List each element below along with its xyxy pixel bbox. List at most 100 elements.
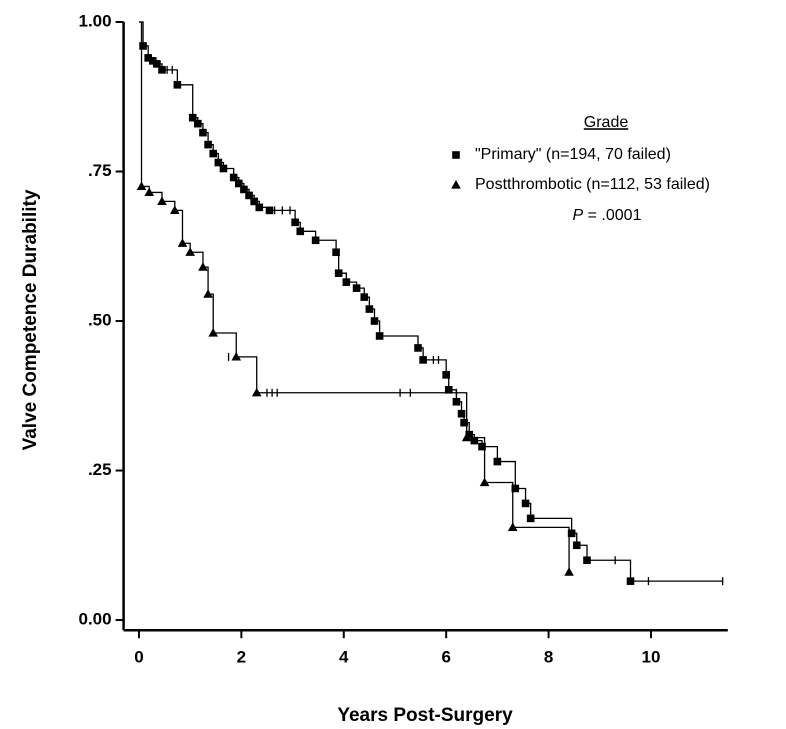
data-point: [177, 238, 188, 247]
data-point: [493, 457, 502, 466]
legend-label: "Primary" (n=194, 70 failed): [475, 146, 671, 163]
y-tick-label: .25: [88, 460, 112, 479]
data-point: [157, 196, 167, 206]
step-segment: [379, 335, 419, 348]
data-point: [185, 247, 195, 256]
data-point: [567, 529, 576, 538]
y-axis-title: Valve Competence Durability: [20, 189, 41, 450]
data-point: [198, 262, 208, 271]
x-tick-label: 2: [237, 648, 246, 667]
y-tick-label: .50: [88, 311, 112, 330]
data-point: [626, 577, 635, 585]
data-point: [452, 397, 461, 406]
data-point: [204, 140, 212, 149]
data-point: [194, 119, 202, 128]
data-point: [153, 60, 161, 68]
data-point: [251, 387, 262, 397]
data-point: [170, 205, 180, 214]
data-point: [255, 203, 264, 212]
step-segment: [315, 239, 337, 253]
step-segment: [512, 526, 570, 573]
data-point: [478, 442, 486, 451]
data-point: [240, 185, 248, 194]
step-segment: [484, 481, 514, 528]
data-point: [311, 236, 320, 245]
step-segment: [202, 266, 209, 295]
step-segment: [497, 460, 516, 489]
data-point: [521, 499, 530, 508]
data-point: [208, 327, 219, 337]
data-point: [334, 269, 343, 277]
data-point: [214, 158, 223, 167]
annotation: P = .0001: [573, 207, 642, 224]
data-point: [511, 484, 520, 493]
data-point: [296, 227, 305, 236]
data-point: [245, 191, 253, 200]
data-point: [460, 418, 468, 427]
data-point: [461, 432, 472, 442]
data-point: [526, 514, 535, 523]
y-tick-label: 0.00: [79, 610, 112, 629]
step-segment: [256, 392, 468, 438]
data-point: [370, 317, 379, 325]
data-point: [235, 179, 243, 188]
x-tick-label: 8: [544, 648, 553, 667]
data-point: [158, 66, 166, 74]
data-point: [442, 371, 450, 379]
x-axis-title: Years Post-Surgery: [337, 705, 513, 726]
annotation-value: = .0001: [583, 207, 641, 224]
data-point: [291, 218, 299, 227]
data-point: [564, 567, 574, 576]
annotation-symbol: P: [573, 207, 584, 224]
x-tick-label: 0: [134, 648, 143, 667]
x-tick-label: 4: [339, 648, 349, 667]
step-segment: [482, 445, 499, 462]
step-segment: [269, 209, 296, 223]
legend-marker: [452, 151, 460, 159]
data-point: [229, 173, 238, 182]
data-point: [265, 206, 274, 215]
data-point: [219, 164, 228, 173]
step-segment: [174, 209, 184, 244]
step-segment: [423, 359, 447, 375]
data-point: [203, 289, 213, 298]
step-segment: [138, 21, 143, 187]
data-point: [148, 57, 157, 65]
legend-label: Postthrombotic (n=112, 53 failed): [475, 176, 710, 193]
data-point: [470, 436, 479, 445]
legend-title: Grade: [584, 114, 629, 131]
data-point: [507, 522, 518, 531]
data-point: [199, 128, 207, 137]
data-point: [231, 351, 242, 361]
data-point: [375, 332, 384, 340]
step-segment: [177, 84, 194, 118]
data-point: [360, 293, 369, 301]
step-segment: [236, 356, 258, 393]
data-point: [144, 54, 152, 62]
data-point: [250, 197, 258, 206]
step-segment: [466, 436, 486, 483]
data-point: [352, 284, 361, 292]
data-point: [572, 541, 581, 550]
data-point: [457, 409, 466, 418]
data-point: [365, 305, 374, 313]
data-point: [209, 149, 218, 158]
y-tick-label: 1.00: [79, 11, 112, 30]
data-point: [136, 181, 147, 191]
data-point: [188, 113, 197, 122]
data-point: [465, 430, 474, 439]
x-tick-label: 6: [441, 648, 450, 667]
data-point: [479, 477, 490, 487]
data-point: [139, 42, 147, 50]
step-segment: [586, 559, 632, 582]
data-point: [144, 187, 155, 197]
step-segment: [530, 517, 573, 534]
step-segment: [213, 332, 237, 357]
y-tick-label: .75: [88, 161, 112, 180]
step-segment: [208, 293, 214, 333]
legend-marker: [451, 180, 461, 189]
data-point: [419, 356, 427, 364]
x-tick-label: 10: [642, 648, 661, 667]
data-point: [332, 248, 340, 257]
